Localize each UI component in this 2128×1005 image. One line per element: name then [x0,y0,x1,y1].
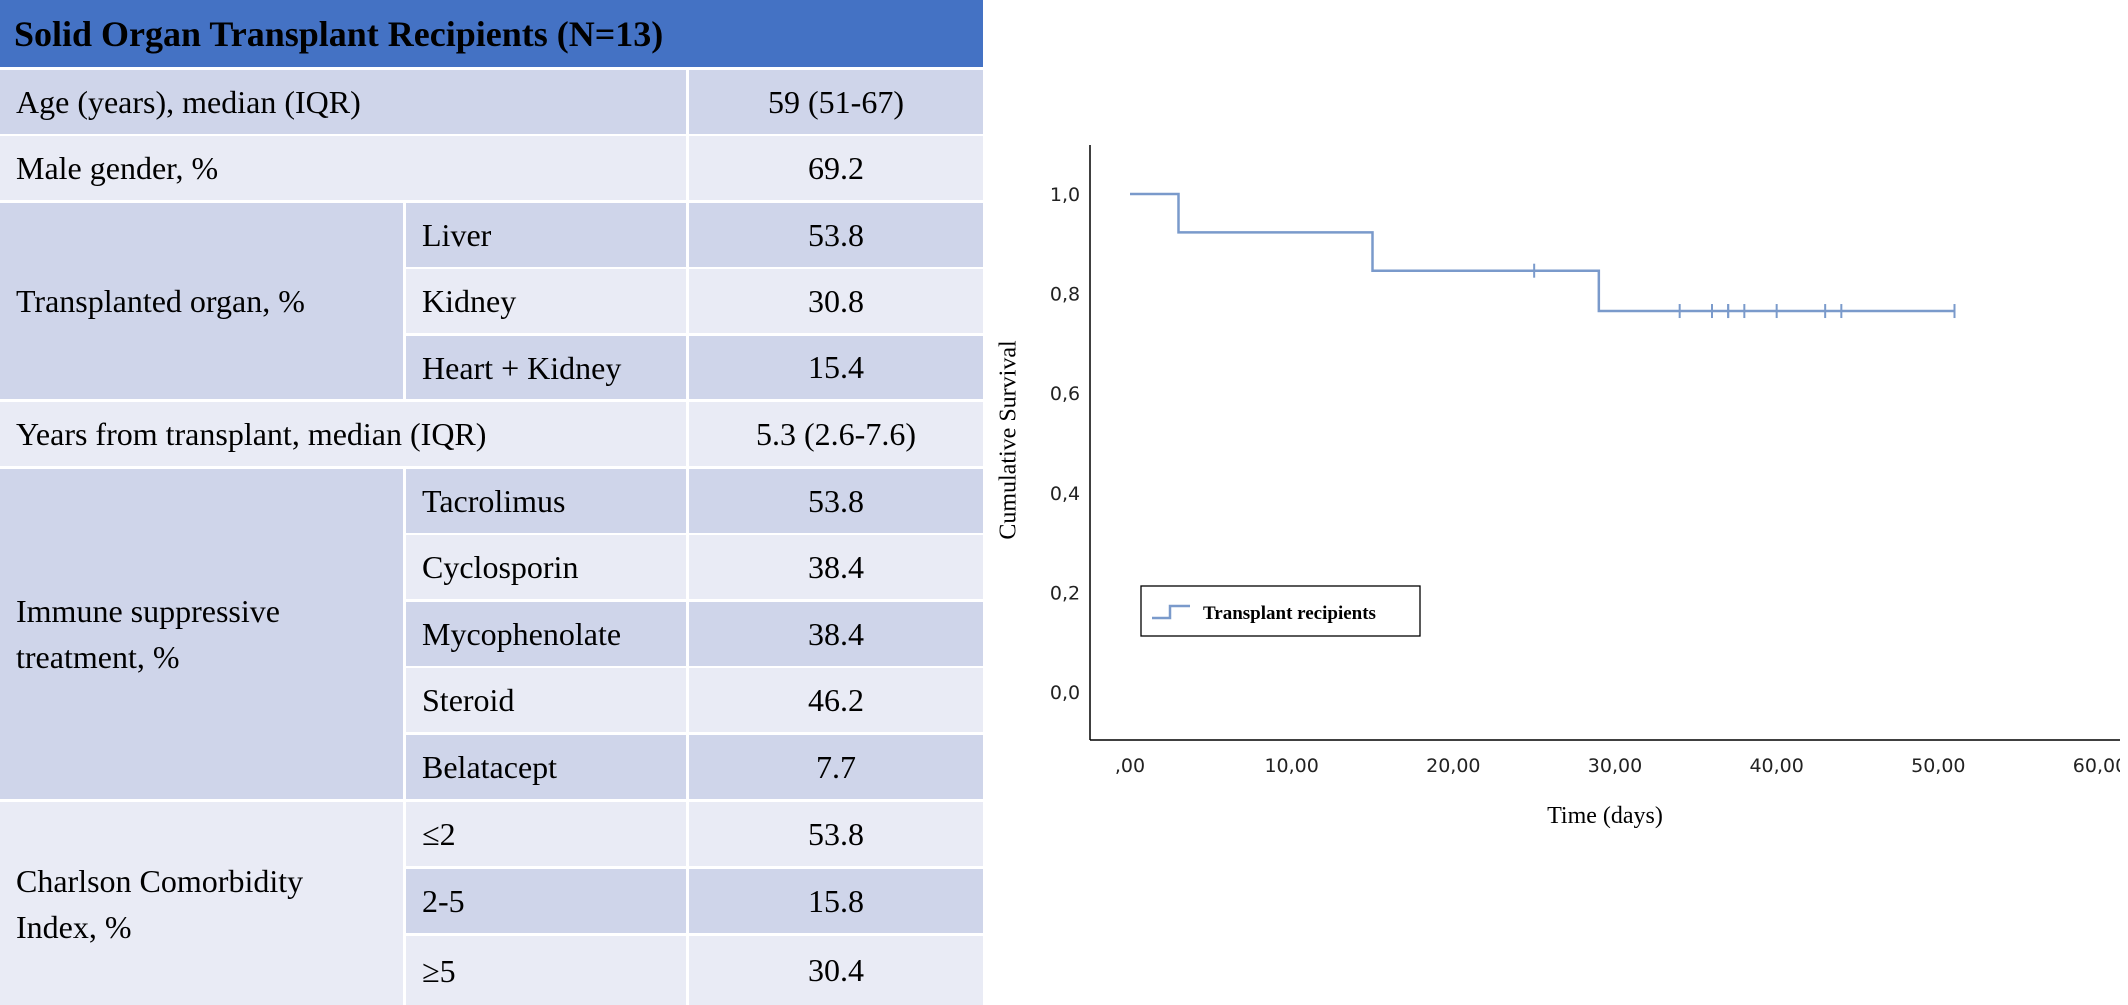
x-tick-label: ,00 [1115,755,1145,777]
male-label: Male gender, % [0,136,686,200]
age-value: 59 (51-67) [689,70,983,134]
x-tick-label: 20,00 [1426,755,1480,777]
organ-value: 30.8 [689,269,983,333]
x-tick-label: 10,00 [1264,755,1318,777]
series [1130,192,1956,319]
legend-box [1140,585,1421,637]
axes [1089,145,2120,741]
y-axis-title: Cumulative Survival [996,340,1022,540]
charlson-name: ≥5 [406,936,686,1005]
charlson-label: Charlson Comorbidity Index, % [0,802,403,1005]
immune-label-line1: Immune suppressive [16,593,280,629]
immune-value: 46.2 [689,668,983,732]
immune-value: 38.4 [689,602,983,666]
y-tick-label: 0,2 [1050,582,1080,604]
x-tick-label: 50,00 [1911,755,1965,777]
immune-name: Belatacept [406,735,686,799]
immune-label: Immune suppressive treatment, % [0,469,403,799]
x-tick-label: 60,00 [2073,755,2120,777]
charlson-value: 30.4 [689,936,983,1005]
immune-value: 53.8 [689,469,983,533]
charlson-name: ≤2 [406,802,686,866]
organ-name: Heart + Kidney [406,336,686,399]
survival-chart: 0,0 0,2 0,4 0,6 0,8 1,0 ,00 10,00 20,00 30,00 40,… [996,145,2120,829]
immune-name: Tacrolimus [406,469,686,533]
y-tick-label: 0,4 [1050,483,1080,505]
years-value: 5.3 (2.6-7.6) [689,402,983,466]
x-tick-label: 40,00 [1749,755,1803,777]
legend-label: Transplant recipients [1203,603,1376,624]
y-tick-label: 0,8 [1050,284,1080,306]
charlson-value: 53.8 [689,802,983,866]
age-label: Age (years), median (IQR) [0,70,686,134]
y-tick-label: 0,0 [1050,682,1080,704]
y-tick-label: 0,6 [1050,383,1080,405]
male-value: 69.2 [689,136,983,200]
legend: Transplant recipients [1140,585,1421,637]
organ-value: 15.4 [689,336,983,399]
charlson-value: 15.8 [689,869,983,933]
y-tick-label: 1,0 [1050,184,1080,206]
immune-name: Steroid [406,668,686,732]
immune-value: 7.7 [689,735,983,799]
characteristics-table: Solid Organ Transplant Recipients (N=13)… [0,0,983,1005]
x-ticks: ,00 10,00 20,00 30,00 40,00 50,00 60,00 [1115,755,2120,777]
organ-value: 53.8 [689,203,983,267]
organ-name: Kidney [406,269,686,333]
x-tick-label: 30,00 [1588,755,1642,777]
immune-value: 38.4 [689,535,983,599]
table-title: Solid Organ Transplant Recipients (N=13) [0,0,983,67]
organ-label: Transplanted organ, % [0,203,403,399]
immune-label-line2: treatment, % [16,639,180,675]
y-ticks: 0,0 0,2 0,4 0,6 0,8 1,0 [1050,184,1080,704]
survival-step-line [1130,192,1955,313]
immune-name: Cyclosporin [406,535,686,599]
immune-name: Mycophenolate [406,602,686,666]
organ-name: Liver [406,203,686,267]
x-axis-title: Time (days) [1547,803,1663,829]
charlson-label-line2: Index, % [16,908,132,945]
legend-swatch [1152,604,1190,620]
charlson-label-line1: Charlson Comorbidity [16,862,304,899]
charlson-name: 2-5 [406,869,686,933]
years-label: Years from transplant, median (IQR) [0,402,686,466]
